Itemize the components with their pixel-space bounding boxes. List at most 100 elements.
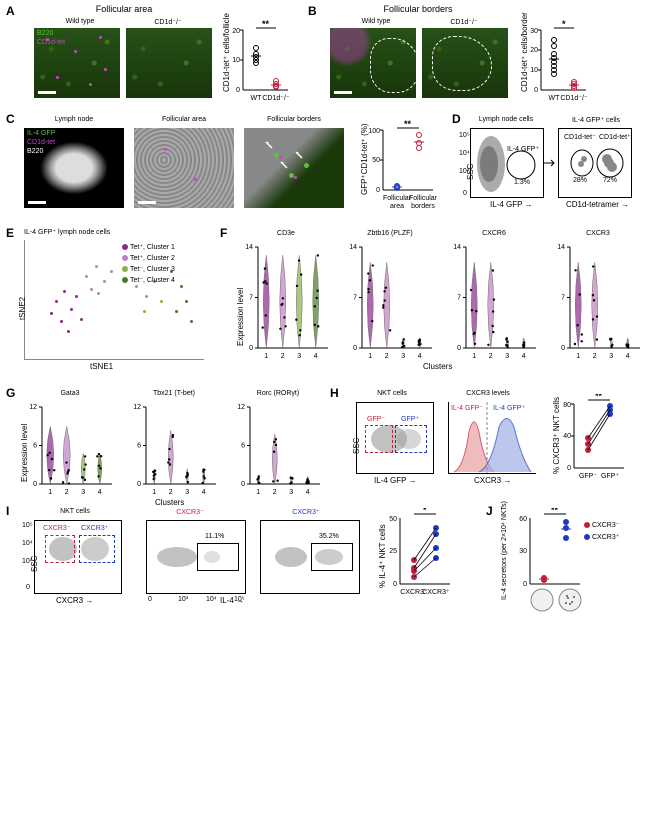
svg-text:Follicular: Follicular	[409, 195, 438, 202]
svg-text:0: 0	[457, 345, 461, 352]
svg-text:0: 0	[393, 581, 397, 588]
panel-b-title: Follicular borders	[328, 4, 508, 14]
svg-text:6: 6	[241, 443, 245, 450]
panel-i-facs3: 35.2%	[260, 520, 360, 594]
svg-text:3: 3	[505, 353, 509, 360]
panel-a-sig: **	[262, 20, 270, 29]
svg-text:3: 3	[401, 353, 405, 360]
panel-h-facs: GFP⁻ GFP⁺	[356, 402, 434, 474]
panel-e-ylabel: tSNE2	[18, 297, 27, 320]
violin-CD3e: 07141234	[240, 242, 332, 366]
svg-text:0: 0	[376, 187, 380, 194]
svg-text:12: 12	[237, 404, 245, 411]
svg-text:3: 3	[609, 353, 613, 360]
panel-c-label: C	[6, 112, 15, 126]
panel-d-facs1: IL-4 GFP⁺ 1.3%	[470, 128, 544, 198]
svg-text:4: 4	[98, 489, 102, 496]
svg-text:1: 1	[368, 353, 372, 360]
svg-text:area: area	[390, 203, 404, 210]
svg-text:50: 50	[389, 516, 397, 523]
panel-a-cond1: Wild type	[40, 18, 120, 25]
panel-c-img3-title: Follicular borders	[244, 116, 344, 123]
panel-e-label: E	[6, 226, 14, 240]
svg-text:50: 50	[372, 157, 380, 164]
svg-text:**: **	[404, 120, 412, 129]
svg-text:2: 2	[169, 489, 173, 496]
panel-j-legend: CXCR3⁻ CXCR3⁺	[584, 520, 619, 544]
panel-a-img-wt: B220 CD1d-tet	[34, 28, 120, 98]
panel-i-label: I	[6, 504, 9, 518]
panel-a-title: Follicular area	[34, 4, 214, 14]
svg-text:CD1d⁻/⁻: CD1d⁻/⁻	[560, 95, 588, 102]
panel-b-ylabel: CD1d-tet⁺ cells/border	[520, 12, 529, 92]
svg-text:6: 6	[137, 443, 141, 450]
panel-h-hist: IL-4 GFP⁻ IL-4 GFP⁺	[448, 402, 536, 474]
svg-text:CXCR3⁺: CXCR3⁺	[422, 589, 450, 596]
svg-text:40: 40	[563, 433, 571, 440]
svg-text:2: 2	[593, 353, 597, 360]
svg-text:7: 7	[561, 295, 565, 302]
svg-text:30: 30	[519, 548, 527, 555]
panel-d-label: D	[452, 112, 461, 126]
panel-g-label: G	[6, 386, 15, 400]
svg-text:WT: WT	[251, 95, 263, 102]
panel-d-x2: CD1d-tetramer →	[566, 200, 629, 209]
svg-text:12: 12	[29, 404, 37, 411]
panel-d-facs2: CD1d-tet⁻ CD1d-tet⁺ 28% 72%	[558, 128, 632, 198]
svg-text:0: 0	[249, 345, 253, 352]
svg-text:2: 2	[273, 489, 277, 496]
svg-text:1: 1	[576, 353, 580, 360]
panel-c-img1-title: Lymph node	[24, 116, 124, 123]
svg-text:4: 4	[522, 353, 526, 360]
svg-text:0: 0	[33, 481, 37, 488]
panel-a-cond2: CD1d⁻/⁻	[128, 18, 208, 26]
arrow-icon	[544, 158, 558, 168]
panel-c-img3	[244, 128, 344, 208]
violin-CXCR3: 0 7 14 1 2 3 4	[552, 242, 644, 366]
svg-text:20: 20	[530, 47, 538, 54]
svg-text:14: 14	[453, 244, 461, 251]
svg-text:0: 0	[137, 481, 141, 488]
scalebar	[38, 91, 56, 94]
svg-text:3: 3	[185, 489, 189, 496]
svg-text:2: 2	[385, 353, 389, 360]
svg-text:7: 7	[353, 295, 357, 302]
svg-text:WT: WT	[549, 95, 561, 102]
svg-text:0: 0	[567, 465, 571, 472]
b220-label: B220	[37, 30, 53, 37]
svg-text:60: 60	[519, 516, 527, 523]
panel-a-label: A	[6, 4, 15, 18]
panel-b-img-wt	[330, 28, 416, 98]
svg-text:14: 14	[349, 244, 357, 251]
panel-b-cond1: Wild type	[336, 18, 416, 25]
panel-f-label: F	[220, 226, 227, 240]
panel-e-tsne	[24, 240, 204, 360]
panel-b-img-ko	[422, 28, 508, 98]
scalebar	[334, 91, 352, 94]
svg-text:GFP⁺: GFP⁺	[601, 473, 619, 480]
svg-text:0: 0	[534, 87, 538, 94]
svg-text:14: 14	[557, 244, 565, 251]
svg-text:*: *	[423, 508, 427, 515]
svg-text:0: 0	[236, 87, 240, 94]
svg-text:4: 4	[306, 489, 310, 496]
panel-c-ylabel: GFP⁺CD1d-tet⁺ (%)	[360, 123, 369, 195]
svg-text:10: 10	[232, 57, 240, 64]
elispot-wells	[530, 588, 590, 614]
svg-text:3: 3	[297, 353, 301, 360]
svg-text:4: 4	[626, 353, 630, 360]
svg-text:7: 7	[249, 295, 253, 302]
svg-text:14: 14	[245, 244, 253, 251]
svg-text:6: 6	[33, 443, 37, 450]
svg-text:0: 0	[353, 345, 357, 352]
svg-text:10: 10	[530, 67, 538, 74]
svg-text:4: 4	[314, 353, 318, 360]
svg-text:12: 12	[133, 404, 141, 411]
panel-e-title: IL-4 GFP⁺ lymph node cells	[24, 228, 110, 236]
svg-text:1: 1	[264, 353, 268, 360]
svg-text:30: 30	[530, 28, 538, 35]
panel-a-img-ko	[126, 28, 212, 98]
svg-text:0: 0	[561, 345, 565, 352]
svg-text:3: 3	[81, 489, 85, 496]
panel-h-label: H	[330, 386, 339, 400]
